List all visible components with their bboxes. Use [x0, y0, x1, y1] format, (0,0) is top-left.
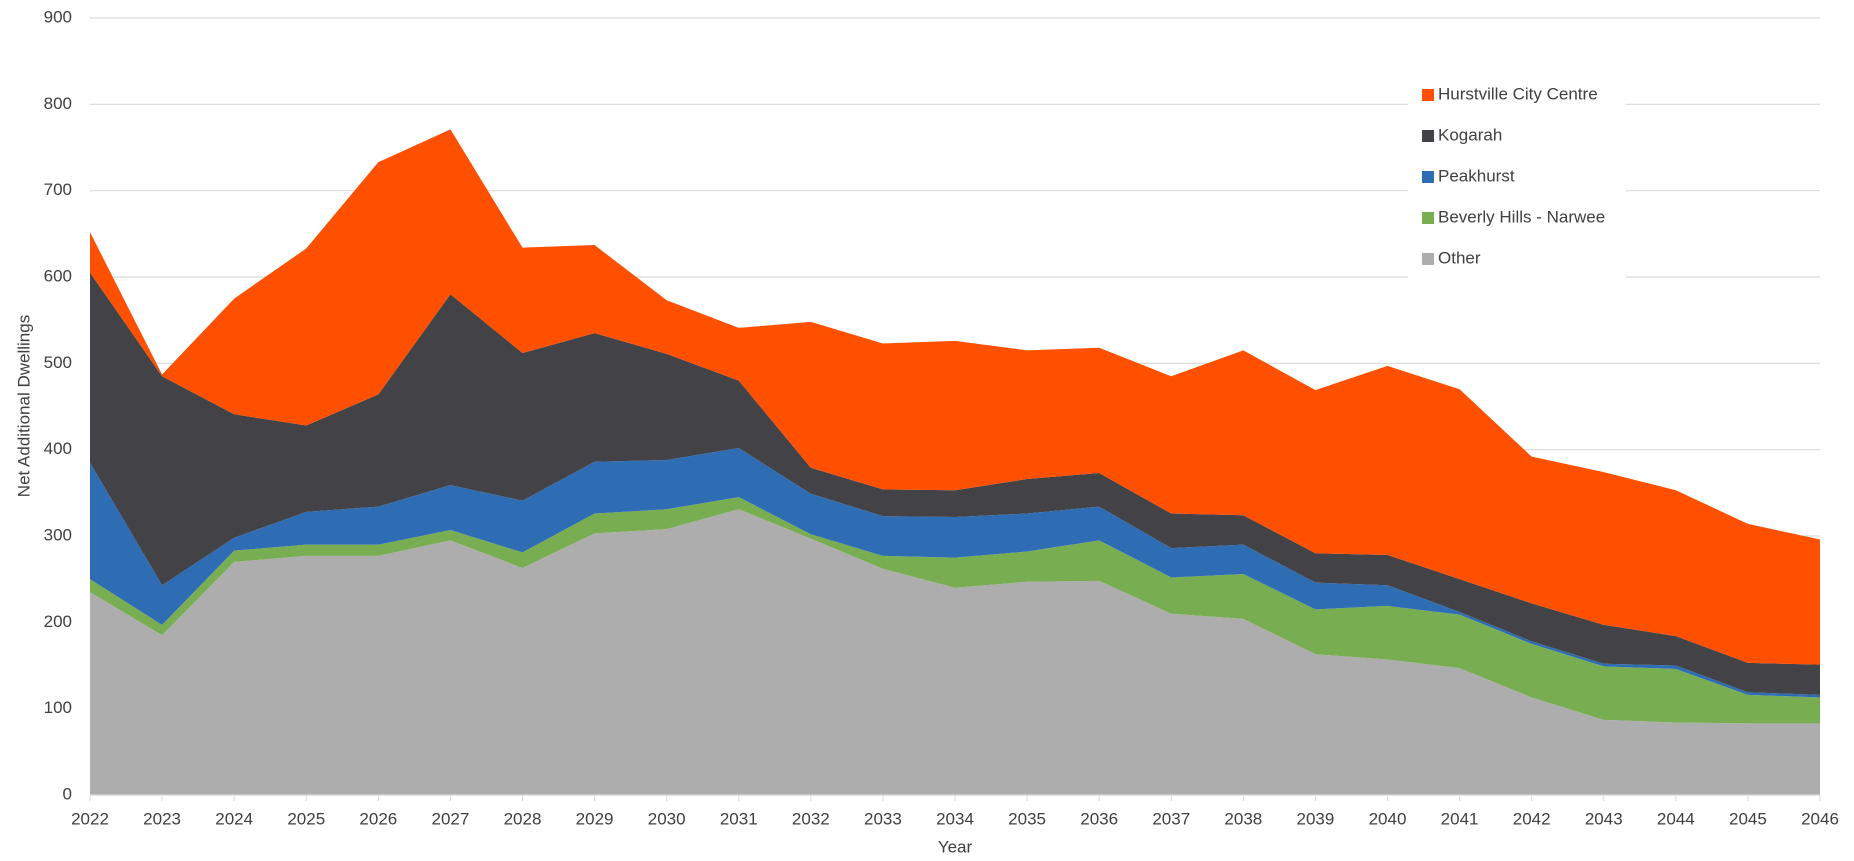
- x-axis-title: Year: [938, 837, 973, 856]
- legend-swatch: [1422, 212, 1434, 224]
- legend-label: Kogarah: [1438, 125, 1502, 144]
- legend-swatch: [1422, 171, 1434, 183]
- x-tick-label: 2031: [720, 809, 758, 828]
- legend-label: Beverly Hills - Narwee: [1438, 207, 1605, 226]
- legend-label: Other: [1438, 248, 1481, 267]
- x-tick-label: 2043: [1585, 809, 1623, 828]
- x-tick-label: 2040: [1369, 809, 1407, 828]
- x-tick-label: 2041: [1441, 809, 1479, 828]
- x-tick-label: 2033: [864, 809, 902, 828]
- x-tick-label: 2024: [215, 809, 253, 828]
- y-axis-title: Net Additional Dwellings: [14, 315, 33, 497]
- x-tick-label: 2039: [1297, 809, 1335, 828]
- area: [90, 497, 1820, 724]
- y-tick-label: 800: [44, 94, 72, 113]
- y-tick-label: 900: [44, 7, 72, 26]
- x-tick-label: 2035: [1008, 809, 1046, 828]
- x-tick-label: 2032: [792, 809, 830, 828]
- x-tick-label: 2044: [1657, 809, 1695, 828]
- x-tick-label: 2042: [1513, 809, 1551, 828]
- x-tick-label: 2025: [287, 809, 325, 828]
- areas: [90, 129, 1820, 795]
- area: [90, 129, 1820, 665]
- y-tick-label: 700: [44, 180, 72, 199]
- y-tick-label: 500: [44, 353, 72, 372]
- y-tick-label: 300: [44, 525, 72, 544]
- x-tick-label: 2037: [1152, 809, 1190, 828]
- y-tick-label: 100: [44, 698, 72, 717]
- y-tick-label: 600: [44, 266, 72, 285]
- y-tick-label: 0: [63, 784, 72, 803]
- legend: Hurstville City Centre Kogarah Peakhurst Be…: [1408, 72, 1626, 282]
- y-tick-label: 200: [44, 612, 72, 631]
- x-tick-label: 2023: [143, 809, 181, 828]
- x-tick-label: 2022: [71, 809, 109, 828]
- x-tick-label: 2026: [359, 809, 397, 828]
- area: [90, 272, 1820, 695]
- x-tick-label: 2028: [504, 809, 542, 828]
- x-tick-label: 2036: [1080, 809, 1118, 828]
- area: [90, 447, 1820, 698]
- legend-label: Peakhurst: [1438, 166, 1515, 185]
- x-tick-label: 2045: [1729, 809, 1767, 828]
- legend-label: Hurstville City Centre: [1438, 84, 1598, 103]
- x-tick-label: 2027: [432, 809, 470, 828]
- axes: 0 100 200 300 400 500 600 700 800 900 2022 2023 2024…: [44, 7, 1839, 828]
- legend-swatch: [1422, 130, 1434, 142]
- x-tick-label: 2038: [1224, 809, 1262, 828]
- x-tick-label: 2029: [576, 809, 614, 828]
- legend-box: [1408, 72, 1626, 282]
- x-tick-label: 2046: [1801, 809, 1839, 828]
- area: [90, 509, 1820, 795]
- legend-swatch: [1422, 253, 1434, 265]
- x-tick-label: 2030: [648, 809, 686, 828]
- x-tick-label: 2034: [936, 809, 974, 828]
- legend-swatch: [1422, 89, 1434, 101]
- y-tick-label: 400: [44, 439, 72, 458]
